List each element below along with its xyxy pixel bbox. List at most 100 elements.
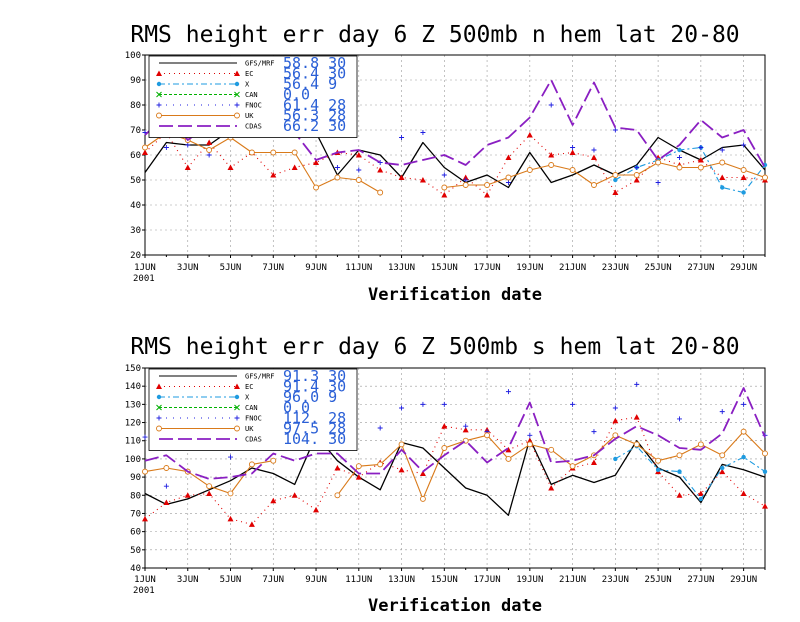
- data-point-marker: [156, 425, 162, 432]
- x-tick-label: 19JUN: [516, 263, 543, 273]
- data-point-marker: [156, 404, 162, 411]
- legend-label: CDAS: [245, 436, 262, 444]
- series-line: [615, 146, 766, 194]
- x-tick-label: 15JUN: [431, 575, 458, 585]
- data-point-marker: [156, 81, 162, 87]
- x-tick-label: 9JUN: [305, 263, 327, 273]
- data-point-marker: [184, 164, 191, 170]
- data-point-marker: [741, 454, 746, 460]
- x-tick-label: 21JUN: [559, 263, 586, 273]
- year-label: 2001: [133, 274, 155, 284]
- data-point-marker: [676, 164, 683, 171]
- data-point-marker: [206, 490, 213, 496]
- data-point-marker: [505, 180, 511, 185]
- x-tick-label: 11JUN: [345, 263, 372, 273]
- data-point-marker: [398, 174, 405, 180]
- data-point-marker: [227, 164, 234, 170]
- chart-title: RMS height err day 6 Z 500mb n hem lat 2…: [130, 22, 739, 48]
- series-line: [144, 387, 766, 480]
- x-tick-label: 5JUN: [220, 575, 242, 585]
- data-point-marker: [633, 177, 640, 183]
- x-tick-label: 9JUN: [305, 575, 327, 585]
- y-tick-label: 20: [130, 251, 141, 261]
- x-axis-label: Verification date: [368, 285, 542, 305]
- data-point-marker: [548, 152, 555, 158]
- series-cdas: [144, 387, 766, 480]
- data-point-marker: [248, 149, 255, 156]
- x-tick-label: 19JUN: [516, 575, 543, 585]
- data-point-marker: [206, 483, 213, 490]
- series-line: [444, 161, 766, 189]
- legend-stat: 58.8 30: [283, 54, 346, 72]
- data-point-marker: [142, 515, 148, 522]
- legend-label: FNOC: [245, 102, 262, 110]
- series-uk: [142, 428, 768, 502]
- data-point-marker: [677, 147, 682, 153]
- legend-label: UK: [245, 112, 254, 120]
- data-point-marker: [234, 415, 240, 421]
- data-point-marker: [655, 467, 661, 473]
- data-point-marker: [676, 155, 682, 160]
- data-point-marker: [569, 149, 576, 155]
- x-tick-label: 29JUN: [730, 263, 757, 273]
- data-point-marker: [398, 466, 405, 473]
- y-tick-label: 120: [125, 419, 141, 429]
- data-point-marker: [590, 459, 597, 466]
- data-point-marker: [355, 152, 362, 158]
- data-point-marker: [334, 165, 340, 170]
- y-tick-label: 140: [125, 382, 141, 392]
- y-tick-label: 100: [125, 455, 141, 465]
- y-tick-label: 60: [130, 528, 141, 538]
- data-point-marker: [228, 454, 234, 460]
- data-point-marker: [356, 167, 362, 173]
- data-point-marker: [420, 130, 426, 135]
- legend-stat: 91.3 30: [283, 367, 346, 385]
- data-point-marker: [355, 463, 362, 470]
- data-point-marker: [291, 149, 298, 156]
- data-point-marker: [505, 174, 512, 181]
- data-point-marker: [234, 91, 240, 98]
- x-tick-label: 1JUN: [134, 575, 156, 585]
- x-tick-label: 5JUN: [220, 263, 242, 273]
- data-point-marker: [334, 492, 341, 499]
- data-point-marker: [698, 145, 704, 150]
- x-axis-label: Verification date: [368, 596, 542, 616]
- data-point-marker: [548, 162, 555, 168]
- data-point-marker: [740, 428, 747, 435]
- series-line: [144, 129, 766, 189]
- data-point-marker: [633, 414, 640, 420]
- data-point-marker: [612, 405, 618, 411]
- data-point-marker: [270, 149, 277, 156]
- legend-label: EC: [245, 383, 253, 391]
- legend-label: CAN: [245, 404, 258, 412]
- data-point-marker: [334, 465, 341, 471]
- data-point-marker: [634, 381, 640, 387]
- data-point-marker: [740, 490, 747, 496]
- legend-label: FNOC: [245, 415, 262, 423]
- legend-stat: 96.0 9: [283, 388, 337, 406]
- data-point-marker: [612, 127, 618, 133]
- x-tick-label: 15JUN: [431, 263, 458, 273]
- legend-stat: 56.4 30: [283, 65, 346, 83]
- x-tick-label: 21JUN: [559, 575, 586, 585]
- plot-frame: [144, 367, 766, 569]
- data-point-marker: [248, 461, 255, 468]
- x-tick-label: 13JUN: [388, 575, 415, 585]
- data-point-marker: [355, 177, 362, 183]
- data-point-marker: [185, 142, 191, 148]
- data-point-marker: [156, 112, 162, 119]
- data-point-marker: [234, 102, 240, 108]
- data-point-marker: [697, 164, 704, 171]
- y-tick-label: 40: [130, 564, 141, 574]
- data-point-marker: [313, 506, 320, 513]
- data-point-marker: [234, 70, 240, 76]
- data-point-marker: [227, 490, 234, 497]
- data-point-marker: [569, 167, 576, 173]
- chart-panel-2: RMS height err day 6 Z 500mb s hem lat 2…: [125, 334, 768, 616]
- legend-label: GFS/MRF: [245, 373, 275, 381]
- data-point-marker: [484, 432, 491, 439]
- legend-label: X: [245, 81, 250, 89]
- data-point-marker: [206, 139, 213, 145]
- data-point-marker: [741, 401, 747, 407]
- data-point-marker: [569, 463, 576, 470]
